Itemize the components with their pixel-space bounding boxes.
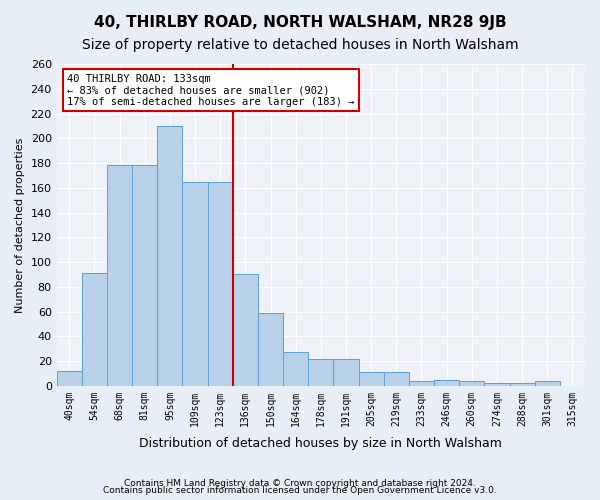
Bar xyxy=(409,381,434,386)
Bar xyxy=(509,384,535,386)
Bar xyxy=(182,182,208,386)
Text: 40, THIRLBY ROAD, NORTH WALSHAM, NR28 9JB: 40, THIRLBY ROAD, NORTH WALSHAM, NR28 9J… xyxy=(94,15,506,30)
Bar xyxy=(434,380,459,386)
X-axis label: Distribution of detached houses by size in North Walsham: Distribution of detached houses by size … xyxy=(139,437,502,450)
Bar xyxy=(359,372,384,386)
Bar xyxy=(56,371,82,386)
Bar xyxy=(283,352,308,386)
Y-axis label: Number of detached properties: Number of detached properties xyxy=(15,137,25,312)
Bar xyxy=(334,358,359,386)
Text: Contains HM Land Registry data © Crown copyright and database right 2024.: Contains HM Land Registry data © Crown c… xyxy=(124,478,476,488)
Text: 40 THIRLBY ROAD: 133sqm
← 83% of detached houses are smaller (902)
17% of semi-d: 40 THIRLBY ROAD: 133sqm ← 83% of detache… xyxy=(67,74,355,107)
Bar xyxy=(233,274,258,386)
Bar xyxy=(535,381,560,386)
Bar xyxy=(82,273,107,386)
Bar xyxy=(384,372,409,386)
Text: Size of property relative to detached houses in North Walsham: Size of property relative to detached ho… xyxy=(82,38,518,52)
Text: Contains public sector information licensed under the Open Government Licence v3: Contains public sector information licen… xyxy=(103,486,497,495)
Bar xyxy=(157,126,182,386)
Bar xyxy=(459,381,484,386)
Bar xyxy=(258,313,283,386)
Bar xyxy=(308,358,334,386)
Bar xyxy=(107,166,132,386)
Bar xyxy=(208,182,233,386)
Bar xyxy=(132,166,157,386)
Bar xyxy=(484,384,509,386)
